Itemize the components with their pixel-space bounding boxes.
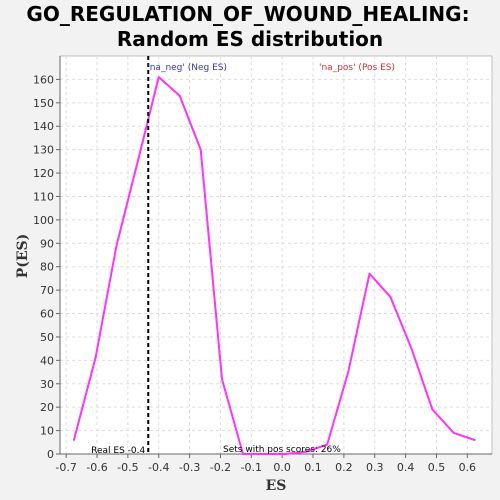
y-tick-label: 90 bbox=[40, 237, 54, 250]
na-neg-label: 'na_neg' (Neg ES) bbox=[147, 63, 227, 73]
real-es-label: Real ES -0.4 bbox=[91, 446, 145, 456]
data-point bbox=[221, 378, 223, 380]
y-tick-label: 120 bbox=[33, 167, 54, 180]
grid-lines bbox=[60, 56, 492, 455]
y-tick-label: 10 bbox=[40, 425, 54, 438]
data-point bbox=[305, 450, 308, 453]
data-point bbox=[242, 453, 244, 455]
data-point bbox=[410, 347, 413, 350]
data-point bbox=[452, 432, 455, 434]
x-tick-label: -0.6 bbox=[86, 461, 107, 474]
x-tick-label: 0.2 bbox=[335, 461, 353, 474]
x-tick-label: 0.5 bbox=[428, 461, 446, 474]
data-point bbox=[389, 296, 392, 299]
plot-area bbox=[59, 55, 493, 455]
chart-title: GO_REGULATION_OF_WOUND_HEALING: bbox=[26, 2, 469, 26]
data-point bbox=[431, 408, 434, 411]
y-tick-label: 30 bbox=[40, 378, 54, 391]
y-tick-label: 110 bbox=[33, 190, 54, 203]
series-layer bbox=[72, 76, 476, 455]
x-tick-label: 0.0 bbox=[273, 461, 291, 474]
y-tick-label: 50 bbox=[40, 331, 54, 344]
x-tick-label: -0.5 bbox=[117, 461, 138, 474]
y-tick-label: 40 bbox=[40, 354, 54, 367]
x-tick-label: -0.1 bbox=[241, 461, 262, 474]
x-tick-label: -0.2 bbox=[210, 461, 231, 474]
data-point bbox=[115, 244, 118, 247]
series-line-0 bbox=[72, 76, 476, 455]
data-point bbox=[94, 357, 97, 359]
data-point bbox=[368, 272, 371, 275]
y-tick-label: 20 bbox=[40, 401, 54, 414]
data-point bbox=[326, 443, 329, 446]
y-tick-label: 60 bbox=[40, 308, 54, 321]
y-tick-label: 160 bbox=[33, 73, 54, 86]
x-tick-label: 0.6 bbox=[459, 461, 477, 474]
x-tick-label: 0.4 bbox=[397, 461, 415, 474]
y-tick-label: 80 bbox=[40, 261, 54, 274]
data-point bbox=[136, 160, 139, 163]
data-point bbox=[157, 76, 160, 78]
y-tick-label: 0 bbox=[47, 448, 54, 461]
x-axis-label: ES bbox=[266, 478, 287, 494]
x-tick-label: -0.3 bbox=[179, 461, 200, 474]
y-tick-label: 130 bbox=[33, 144, 54, 157]
data-point bbox=[199, 148, 202, 151]
na-pos-label: 'na_pos' (Pos ES) bbox=[319, 63, 395, 73]
data-point bbox=[347, 371, 350, 373]
data-point bbox=[72, 439, 75, 441]
data-point bbox=[284, 453, 287, 455]
y-tick-label: 100 bbox=[33, 214, 54, 227]
x-tick-label: 0.1 bbox=[304, 461, 322, 474]
data-point bbox=[178, 94, 181, 97]
x-tick-label: 0.3 bbox=[366, 461, 384, 474]
sets-pos-scores-label: Sets with pos scores: 26% bbox=[223, 445, 341, 455]
annotations: 'na_neg' (Neg ES) 'na_pos' (Pos ES) Real E… bbox=[91, 56, 395, 456]
chart-subtitle: Random ES distribution bbox=[117, 27, 383, 51]
x-tick-label: -0.7 bbox=[55, 461, 76, 474]
y-axis-label: P(ES) bbox=[15, 234, 31, 279]
y-tick-label: 70 bbox=[40, 284, 54, 297]
y-tick-label: 150 bbox=[33, 97, 54, 110]
data-point bbox=[263, 453, 265, 455]
y-tick-label: 140 bbox=[33, 120, 54, 133]
data-point bbox=[473, 439, 476, 441]
x-tick-label: -0.4 bbox=[148, 461, 169, 474]
